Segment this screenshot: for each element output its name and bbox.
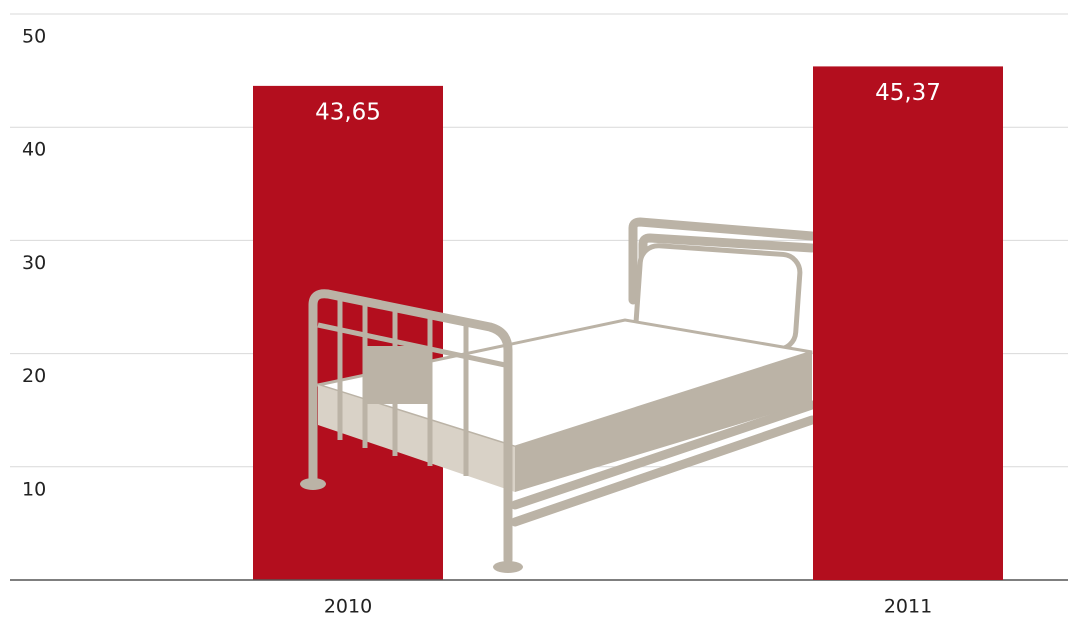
- x-tick-label: 2011: [884, 596, 932, 618]
- y-tick-label: 50: [22, 26, 46, 48]
- value-label: 43,65: [315, 99, 381, 125]
- y-tick-label: 20: [22, 365, 46, 387]
- y-tick-label: 10: [22, 478, 46, 500]
- value-label: 45,37: [875, 80, 941, 106]
- y-tick-label: 40: [22, 139, 46, 161]
- bar: [813, 66, 1003, 580]
- y-tick-label: 30: [22, 252, 46, 274]
- bed-illustration: [300, 217, 817, 573]
- x-tick-label: 2010: [324, 596, 372, 618]
